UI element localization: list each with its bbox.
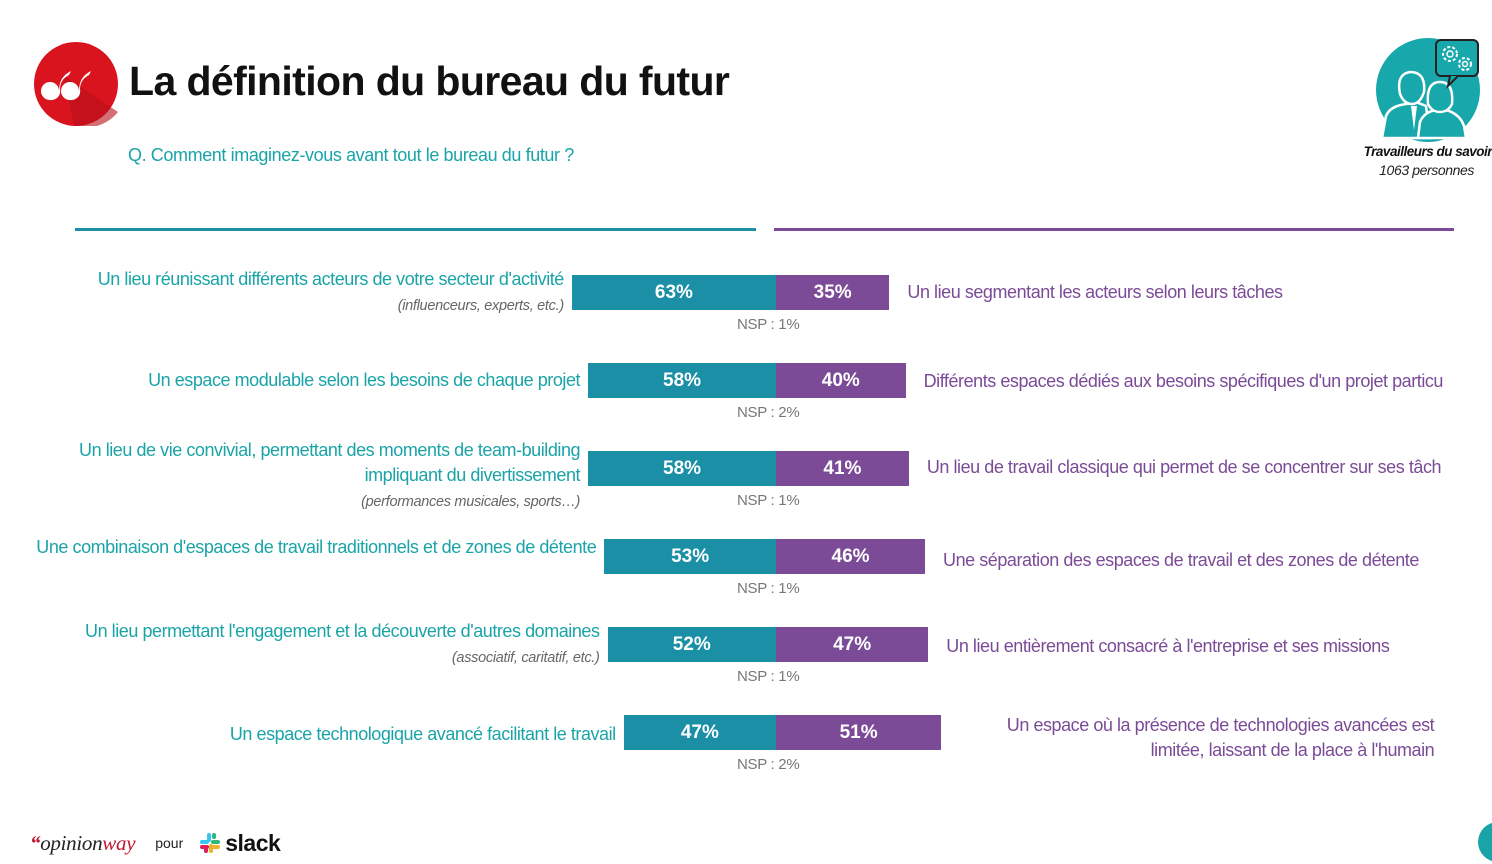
slack-logo-icon [200, 833, 221, 853]
bar-left-value: 63% [654, 282, 693, 303]
nsp-label: NSP : 1% [737, 668, 800, 685]
row-label-left-note: (associatif, caritatif, etc.) [451, 650, 600, 666]
row-label-left: Un lieu permettant l'engagement et la dé… [0, 619, 600, 671]
bar-left: 47% [623, 715, 776, 750]
bar-left-value: 52% [672, 634, 711, 655]
row-label-right: Un lieu entièrement consacré à l'entrepr… [946, 636, 1390, 656]
bar-right-value: 51% [839, 722, 878, 743]
row-label-left: Un espace technologique avancé facilitan… [156, 722, 616, 747]
nsp-label: NSP : 2% [737, 404, 800, 421]
bar-right: 41% [776, 451, 909, 486]
row-label-left: Un lieu de vie convivial, permettant des… [60, 438, 580, 515]
right-divider [774, 228, 1454, 231]
row-label-right: Un espace où la présence de technologies… [1006, 715, 1435, 760]
row-label-left-note: (performances musicales, sports…) [361, 494, 581, 510]
bar-left: 63% [571, 275, 776, 310]
row-label-left-text: Un lieu réunissant différents acteurs de… [97, 269, 565, 289]
row-label-left: Une combinaison d'espaces de travail tra… [16, 535, 596, 560]
bar-right-value: 47% [833, 634, 872, 655]
knowledge-workers-icon [1376, 38, 1480, 142]
bar-right: 46% [776, 539, 926, 574]
persona-count: 1063 personnes [1379, 162, 1474, 178]
row-label-left-text: Une combinaison d'espaces de travail tra… [36, 537, 597, 557]
bar-right-value: 40% [821, 370, 860, 391]
row-label-right: Un lieu de travail classique qui permet … [926, 457, 1442, 477]
bar-left-value: 58% [663, 458, 702, 479]
row-label-left-text: Un espace modulable selon les besoins de… [148, 370, 581, 390]
bar-right-value: 41% [823, 458, 862, 479]
row-label-left-text: Un lieu permettant l'engagement et la dé… [85, 621, 600, 641]
nsp-label: NSP : 1% [737, 580, 800, 597]
row-label-left: Un espace modulable selon les besoins de… [80, 368, 580, 393]
page-number-badge[interactable] [1478, 822, 1492, 862]
row-label-right: Une séparation des espaces de travail et… [943, 550, 1419, 570]
persona-title: Travailleurs du savoir [1363, 144, 1492, 159]
bar-left: 58% [588, 451, 776, 486]
row-label-left-text: Un lieu de vie convivial, permettant des… [79, 440, 581, 485]
survey-question: Q. Comment imaginez-vous avant tout le b… [128, 145, 574, 165]
nsp-label: NSP : 1% [737, 316, 800, 333]
row-label-left-note: (influenceurs, experts, etc.) [397, 298, 564, 314]
bar-left: 52% [607, 627, 776, 662]
footer: “opinionway pour slack [30, 828, 281, 858]
quote-icon [34, 42, 118, 128]
row-label-right: Un lieu segmentant les acteurs selon leu… [907, 282, 1283, 302]
bar-left: 58% [588, 363, 776, 398]
row-label-left-text: Un espace technologique avancé facilitan… [229, 724, 616, 744]
bar-right: 47% [776, 627, 929, 662]
bar-left-value: 53% [671, 546, 710, 567]
row-label-left: Un lieu réunissant différents acteurs de… [94, 267, 565, 319]
bar-left-value: 58% [663, 370, 702, 391]
bar-right-value: 46% [831, 546, 870, 567]
bar-right: 35% [776, 275, 890, 310]
bar-right: 40% [776, 363, 906, 398]
bar-right: 51% [776, 715, 942, 750]
bar-left-value: 47% [680, 722, 719, 743]
nsp-label: NSP : 2% [737, 756, 800, 773]
opinionway-logo: “opinionway [30, 830, 136, 855]
left-divider [75, 228, 756, 231]
pour-label: pour [155, 835, 184, 851]
page-title: La définition du bureau du futur [129, 58, 730, 104]
row-label-right: Différents espaces dédiés aux besoins sp… [923, 371, 1444, 391]
bar-right-value: 35% [813, 282, 852, 303]
nsp-label: NSP : 1% [737, 492, 800, 509]
slack-logo: slack [199, 830, 281, 857]
bar-left: 53% [604, 539, 776, 574]
